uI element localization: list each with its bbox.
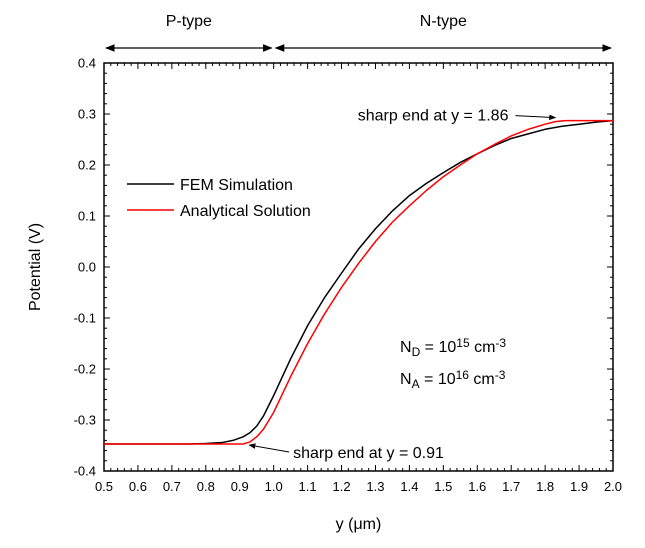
annotation-arrow — [248, 443, 290, 453]
legend: FEM Simulation Analytical Solution — [127, 177, 311, 220]
x-tick-label: 1.2 — [332, 479, 350, 494]
doping-text: ND = 1015 cm-3 NA = 1016 cm-3 — [400, 336, 506, 390]
x-tick-label: 0.5 — [95, 479, 113, 494]
annotation-label: sharp end at y = 0.91 — [293, 445, 444, 462]
x-tick-label: 1.4 — [400, 479, 418, 494]
acceptor-concentration-label: NA = 1016 cm-3 — [400, 368, 506, 390]
annotation-arrow — [515, 114, 557, 121]
annotation-label: sharp end at y = 1.86 — [358, 108, 509, 125]
y-axis-title: Potential (V) — [27, 223, 44, 311]
legend-label: Analytical Solution — [180, 203, 311, 220]
region-label: P-type — [166, 13, 212, 30]
y-tick-label: -0.3 — [74, 413, 96, 428]
x-tick-label: 0.8 — [197, 479, 215, 494]
x-tick-label: 1.1 — [299, 479, 317, 494]
x-axis-ticks: 0.5 0.6 0.7 0.8 0.9 1.0 1.1 1.2 1.3 1.4 1.5 1.6 1.7 1… — [95, 63, 622, 494]
y-tick-label: 0.2 — [78, 158, 96, 173]
x-tick-label: 1.8 — [536, 479, 554, 494]
y-axis-ticks: -0.4 -0.3 -0.2 -0.1 0.0 0.1 0.2 0.3 0.4 — [74, 56, 613, 479]
x-tick-label: 1.0 — [265, 479, 283, 494]
region-label: N-type — [420, 13, 467, 30]
annotations: sharp end at y = 1.86 sharp end at y = 0.… — [248, 108, 557, 462]
y-tick-label: 0.1 — [78, 209, 96, 224]
x-tick-label: 1.7 — [502, 479, 520, 494]
x-tick-label: 0.9 — [231, 479, 249, 494]
series-lines — [104, 119, 614, 445]
legend-label: FEM Simulation — [180, 177, 293, 194]
x-axis-title: y (μm) — [336, 516, 382, 533]
x-tick-label: 0.7 — [163, 479, 181, 494]
region-markers: P-type N-type — [105, 13, 612, 52]
x-tick-label: 1.9 — [570, 479, 588, 494]
x-tick-label: 1.5 — [434, 479, 452, 494]
y-tick-label: 0.0 — [78, 260, 96, 275]
y-tick-label: 0.3 — [78, 107, 96, 122]
y-tick-label: -0.4 — [74, 464, 96, 479]
x-tick-label: 2.0 — [604, 479, 622, 494]
donor-concentration-label: ND = 1015 cm-3 — [400, 336, 506, 358]
series-line — [104, 119, 614, 445]
y-tick-label: -0.1 — [74, 311, 96, 326]
x-tick-label: 1.6 — [468, 479, 486, 494]
y-tick-label: 0.4 — [78, 56, 96, 71]
y-tick-label: -0.2 — [74, 362, 96, 377]
series-line — [104, 119, 613, 445]
x-tick-label: 1.3 — [366, 479, 384, 494]
x-tick-label: 0.6 — [129, 479, 147, 494]
